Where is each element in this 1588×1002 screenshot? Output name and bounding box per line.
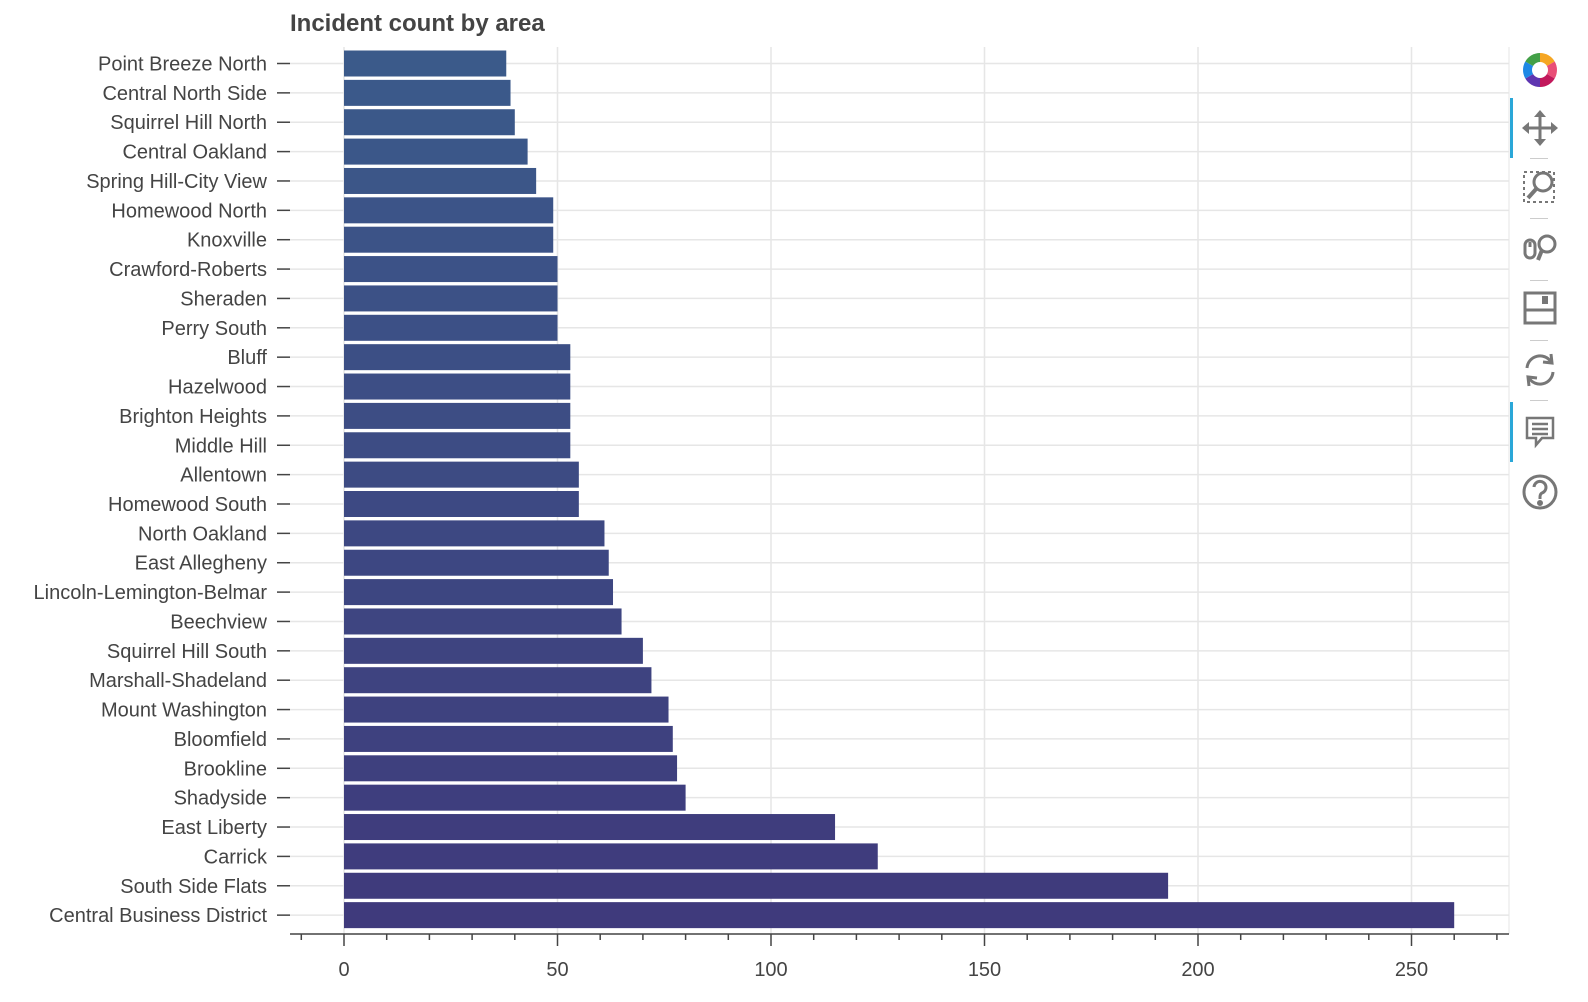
- bar: [344, 784, 686, 811]
- bar: [344, 226, 554, 253]
- y-tick-label: Carrick: [204, 846, 268, 868]
- x-tick-label: 50: [546, 959, 568, 981]
- x-axis: 0 50 100 150 200 250: [290, 933, 1509, 981]
- help-icon[interactable]: [1520, 472, 1560, 512]
- bar: [344, 520, 605, 547]
- y-tick-label: Bluff: [227, 347, 267, 369]
- y-tick-label: Lincoln-Lemington-Belmar: [34, 582, 268, 604]
- toolbar: [1510, 44, 1570, 524]
- bar: [344, 79, 511, 106]
- bar: [344, 432, 571, 459]
- bar: [344, 167, 537, 194]
- bar: [344, 402, 571, 429]
- chart-title: Incident count by area: [290, 10, 545, 37]
- y-tick-label: Central Oakland: [122, 142, 267, 164]
- y-tick-label: Homewood North: [111, 200, 267, 222]
- bar: [344, 109, 515, 136]
- y-tick-label: Central North Side: [102, 83, 267, 105]
- bar: [344, 314, 558, 341]
- y-tick-label: Homewood South: [108, 494, 267, 516]
- y-tick-label: Beechview: [170, 611, 267, 633]
- bar: [344, 461, 579, 488]
- x-tick-label: 100: [754, 959, 787, 981]
- y-tick-label: North Oakland: [138, 523, 267, 545]
- bar: [344, 843, 878, 870]
- bokeh-logo-icon[interactable]: [1520, 50, 1560, 90]
- bar: [344, 491, 579, 517]
- y-tick-label: Shadyside: [174, 788, 267, 810]
- hover-icon[interactable]: [1520, 410, 1560, 450]
- y-tick-label: Hazelwood: [168, 377, 267, 399]
- bars: [344, 50, 1455, 929]
- y-tick-label: Squirrel Hill North: [110, 112, 267, 134]
- reset-icon[interactable]: [1520, 350, 1560, 390]
- bar: [344, 138, 528, 165]
- bar: [344, 902, 1455, 929]
- bar: [344, 667, 652, 694]
- y-tick-label: Brighton Heights: [119, 406, 267, 428]
- x-tick-label: 250: [1395, 959, 1428, 981]
- y-tick-label: Allentown: [180, 465, 267, 487]
- save-icon[interactable]: [1520, 288, 1560, 328]
- wheel-zoom-icon[interactable]: [1520, 228, 1560, 268]
- x-tick-label: 200: [1181, 959, 1214, 981]
- y-tick-label: Middle Hill: [175, 435, 267, 457]
- pan-active-indicator: [1510, 98, 1513, 158]
- bar: [344, 755, 678, 782]
- x-tick-label: 150: [968, 959, 1001, 981]
- toolbar-separator: [1530, 340, 1548, 341]
- bar: [344, 197, 554, 224]
- bar: [344, 579, 614, 606]
- bar: [344, 344, 571, 371]
- bar: [344, 725, 673, 752]
- bar: [344, 696, 669, 723]
- toolbar-separator: [1530, 158, 1548, 159]
- y-tick-label: Mount Washington: [101, 700, 267, 722]
- bar: [344, 285, 558, 312]
- toolbar-separator: [1530, 400, 1548, 401]
- y-tick-label: Marshall-Shadeland: [89, 670, 267, 692]
- bar: [344, 608, 622, 635]
- y-tick-label: Point Breeze North: [98, 54, 267, 76]
- pan-icon[interactable]: [1520, 108, 1560, 148]
- y-tick-label: Perry South: [161, 318, 267, 340]
- bar: [344, 50, 507, 77]
- y-tick-label: Squirrel Hill South: [107, 641, 267, 663]
- y-tick-label: East Allegheny: [135, 553, 267, 575]
- y-tick-label: Brookline: [184, 758, 267, 780]
- bar: [344, 637, 643, 664]
- bar: [344, 256, 558, 283]
- toolbar-separator: [1530, 218, 1548, 219]
- y-tick-label: Knoxville: [187, 230, 267, 252]
- y-tick-label: South Side Flats: [120, 876, 267, 898]
- bar: [344, 549, 609, 576]
- bar: [344, 872, 1169, 899]
- toolbar-separator: [1530, 280, 1548, 281]
- bar: [344, 814, 836, 841]
- y-tick-label: Sheraden: [180, 288, 267, 310]
- bar: [344, 373, 571, 400]
- box-zoom-icon[interactable]: [1520, 166, 1560, 206]
- y-axis: Point Breeze North Central North Side Squi…: [34, 54, 290, 927]
- y-tick-label: Bloomfield: [174, 729, 267, 751]
- y-tick-label: Crawford-Roberts: [109, 259, 267, 281]
- y-tick-label: Spring Hill-City View: [86, 171, 267, 193]
- y-tick-label: Central Business District: [49, 905, 267, 927]
- hover-active-indicator: [1510, 402, 1513, 462]
- x-tick-label: 0: [338, 959, 349, 981]
- y-tick-label: East Liberty: [161, 817, 267, 839]
